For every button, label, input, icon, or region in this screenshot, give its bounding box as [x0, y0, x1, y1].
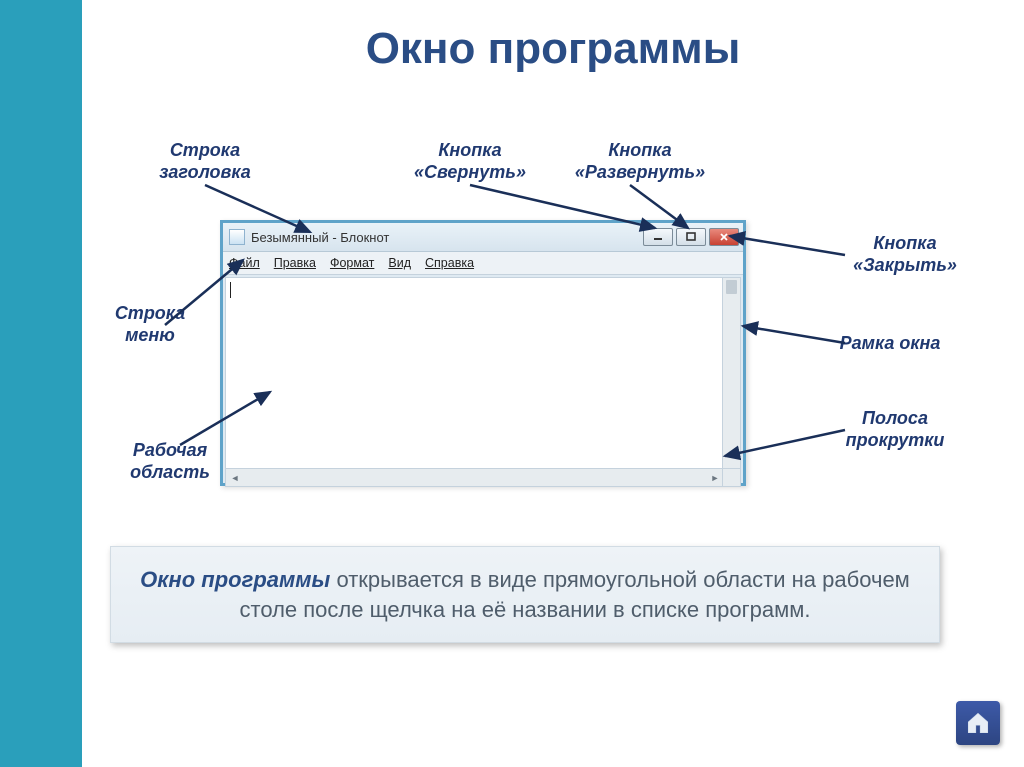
home-icon [965, 710, 991, 736]
callout-workspace: Рабочаяобласть [110, 440, 230, 483]
menu-help[interactable]: Справка [425, 256, 474, 270]
close-button[interactable] [709, 228, 739, 246]
window-titlebar[interactable]: Безымянный - Блокнот [223, 223, 743, 252]
vertical-scroll-thumb[interactable] [726, 280, 737, 294]
resize-grip[interactable] [722, 469, 740, 486]
left-accent-stripe [0, 0, 82, 767]
menu-file[interactable]: Файл [229, 256, 260, 270]
callout-maximize: Кнопка«Развернуть» [565, 140, 715, 183]
menu-format[interactable]: Формат [330, 256, 374, 270]
menu-edit[interactable]: Правка [274, 256, 316, 270]
callout-scrollbar: Полосапрокрутки [830, 408, 960, 451]
slide-title: Окно программы [82, 24, 1024, 74]
home-button[interactable] [956, 701, 1000, 745]
window-title-text: Безымянный - Блокнот [251, 230, 640, 245]
notepad-window: Безымянный - Блокнот Файл Правка Формат … [220, 220, 746, 486]
text-cursor [230, 282, 231, 298]
window-menubar: Файл Правка Формат Вид Справка [223, 252, 743, 275]
horizontal-scrollbar[interactable]: ◄ ► [226, 468, 740, 486]
hscroll-right-arrow[interactable]: ► [708, 471, 722, 484]
window-body-wrap: ◄ ► [225, 277, 741, 487]
callout-frame: Рамка окна [820, 333, 960, 355]
minimize-button[interactable] [643, 228, 673, 246]
slide: Окно программы Строказаголовка Кнопка«Св… [0, 0, 1024, 767]
workspace-area[interactable] [226, 278, 723, 469]
callout-menu-bar: Строкаменю [100, 303, 200, 346]
vertical-scrollbar[interactable] [722, 278, 740, 469]
description-box: Окно программы открывается в виде прямоу… [110, 546, 940, 643]
callout-title-bar: Строказаголовка [140, 140, 270, 183]
maximize-button[interactable] [676, 228, 706, 246]
description-rest: открывается в виде прямоугольной области… [239, 567, 909, 622]
hscroll-left-arrow[interactable]: ◄ [228, 471, 242, 484]
description-lead: Окно программы [140, 567, 330, 592]
callout-close: Кнопка«Закрыть» [845, 233, 965, 276]
callout-minimize: Кнопка«Свернуть» [400, 140, 540, 183]
notepad-icon [229, 229, 245, 245]
close-arrow [730, 236, 845, 255]
menu-view[interactable]: Вид [388, 256, 411, 270]
